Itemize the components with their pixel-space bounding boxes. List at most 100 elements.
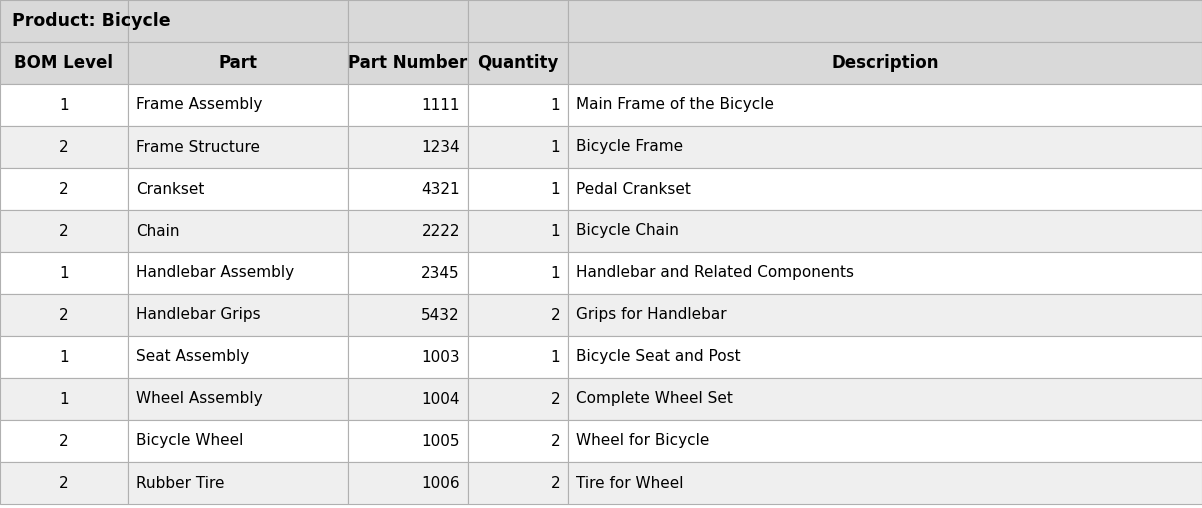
Text: Wheel Assembly: Wheel Assembly bbox=[136, 392, 262, 406]
Text: Bicycle Chain: Bicycle Chain bbox=[576, 224, 679, 238]
Bar bbox=[0, 336, 127, 378]
Bar bbox=[0, 462, 127, 504]
Bar bbox=[569, 336, 1202, 378]
Text: Crankset: Crankset bbox=[136, 181, 204, 197]
Text: Rubber Tire: Rubber Tire bbox=[136, 475, 225, 491]
Bar bbox=[127, 294, 349, 336]
Text: 2: 2 bbox=[59, 140, 69, 154]
Bar bbox=[349, 252, 468, 294]
Text: 1: 1 bbox=[551, 98, 560, 112]
Bar bbox=[468, 42, 569, 84]
Bar bbox=[349, 294, 468, 336]
Bar bbox=[569, 42, 1202, 84]
Bar bbox=[468, 462, 569, 504]
Text: Handlebar Grips: Handlebar Grips bbox=[136, 307, 261, 323]
Text: Handlebar Assembly: Handlebar Assembly bbox=[136, 266, 294, 280]
Text: Chain: Chain bbox=[136, 224, 179, 238]
Bar bbox=[349, 336, 468, 378]
Text: 1111: 1111 bbox=[422, 98, 460, 112]
Text: Part: Part bbox=[219, 54, 257, 72]
Text: Complete Wheel Set: Complete Wheel Set bbox=[576, 392, 733, 406]
Bar bbox=[0, 126, 127, 168]
Bar bbox=[0, 378, 127, 420]
Bar bbox=[569, 462, 1202, 504]
Bar bbox=[569, 210, 1202, 252]
Text: 1004: 1004 bbox=[422, 392, 460, 406]
Text: BOM Level: BOM Level bbox=[14, 54, 113, 72]
Bar bbox=[0, 252, 127, 294]
Text: Grips for Handlebar: Grips for Handlebar bbox=[576, 307, 727, 323]
Bar bbox=[349, 378, 468, 420]
Text: 1: 1 bbox=[59, 266, 69, 280]
Text: 1005: 1005 bbox=[422, 433, 460, 449]
Bar bbox=[468, 126, 569, 168]
Text: 2: 2 bbox=[59, 307, 69, 323]
Text: 1: 1 bbox=[551, 140, 560, 154]
Bar bbox=[569, 126, 1202, 168]
Text: 2: 2 bbox=[551, 307, 560, 323]
Bar bbox=[569, 84, 1202, 126]
Text: 2: 2 bbox=[551, 433, 560, 449]
Text: 1: 1 bbox=[59, 98, 69, 112]
Text: Wheel for Bicycle: Wheel for Bicycle bbox=[576, 433, 709, 449]
Text: 2: 2 bbox=[59, 475, 69, 491]
Bar bbox=[468, 294, 569, 336]
Bar bbox=[349, 168, 468, 210]
Bar bbox=[127, 420, 349, 462]
Text: Product: Bicycle: Product: Bicycle bbox=[12, 12, 171, 30]
Text: Frame Assembly: Frame Assembly bbox=[136, 98, 262, 112]
Bar bbox=[349, 420, 468, 462]
Bar bbox=[127, 126, 349, 168]
Text: Pedal Crankset: Pedal Crankset bbox=[576, 181, 691, 197]
Bar bbox=[468, 420, 569, 462]
Bar bbox=[349, 126, 468, 168]
Text: 2: 2 bbox=[551, 392, 560, 406]
Bar bbox=[569, 0, 1202, 42]
Text: 1: 1 bbox=[551, 181, 560, 197]
Bar bbox=[0, 294, 127, 336]
Bar bbox=[127, 462, 349, 504]
Bar bbox=[0, 84, 127, 126]
Text: 1234: 1234 bbox=[422, 140, 460, 154]
Bar bbox=[468, 0, 569, 42]
Bar bbox=[127, 336, 349, 378]
Text: Quantity: Quantity bbox=[477, 54, 559, 72]
Text: 2: 2 bbox=[59, 433, 69, 449]
Text: Frame Structure: Frame Structure bbox=[136, 140, 260, 154]
Bar bbox=[468, 84, 569, 126]
Text: 2: 2 bbox=[59, 224, 69, 238]
Text: 2345: 2345 bbox=[422, 266, 460, 280]
Bar bbox=[349, 462, 468, 504]
Text: Bicycle Seat and Post: Bicycle Seat and Post bbox=[576, 350, 740, 365]
Bar bbox=[0, 0, 127, 42]
Text: Seat Assembly: Seat Assembly bbox=[136, 350, 249, 365]
Bar bbox=[569, 378, 1202, 420]
Text: Bicycle Frame: Bicycle Frame bbox=[576, 140, 683, 154]
Bar bbox=[127, 168, 349, 210]
Text: Bicycle Wheel: Bicycle Wheel bbox=[136, 433, 243, 449]
Bar bbox=[0, 0, 1202, 42]
Bar bbox=[127, 210, 349, 252]
Bar bbox=[349, 84, 468, 126]
Text: 2222: 2222 bbox=[422, 224, 460, 238]
Bar bbox=[0, 42, 127, 84]
Bar bbox=[0, 168, 127, 210]
Text: 1: 1 bbox=[59, 392, 69, 406]
Bar bbox=[569, 252, 1202, 294]
Bar bbox=[127, 0, 349, 42]
Bar bbox=[127, 252, 349, 294]
Bar bbox=[569, 168, 1202, 210]
Text: 1: 1 bbox=[551, 224, 560, 238]
Text: 2: 2 bbox=[59, 181, 69, 197]
Bar bbox=[468, 378, 569, 420]
Bar bbox=[569, 294, 1202, 336]
Bar bbox=[468, 210, 569, 252]
Bar bbox=[0, 420, 127, 462]
Bar bbox=[349, 0, 468, 42]
Bar bbox=[468, 336, 569, 378]
Text: 4321: 4321 bbox=[422, 181, 460, 197]
Text: Part Number: Part Number bbox=[349, 54, 468, 72]
Text: 2: 2 bbox=[551, 475, 560, 491]
Text: 1003: 1003 bbox=[422, 350, 460, 365]
Text: Handlebar and Related Components: Handlebar and Related Components bbox=[576, 266, 853, 280]
